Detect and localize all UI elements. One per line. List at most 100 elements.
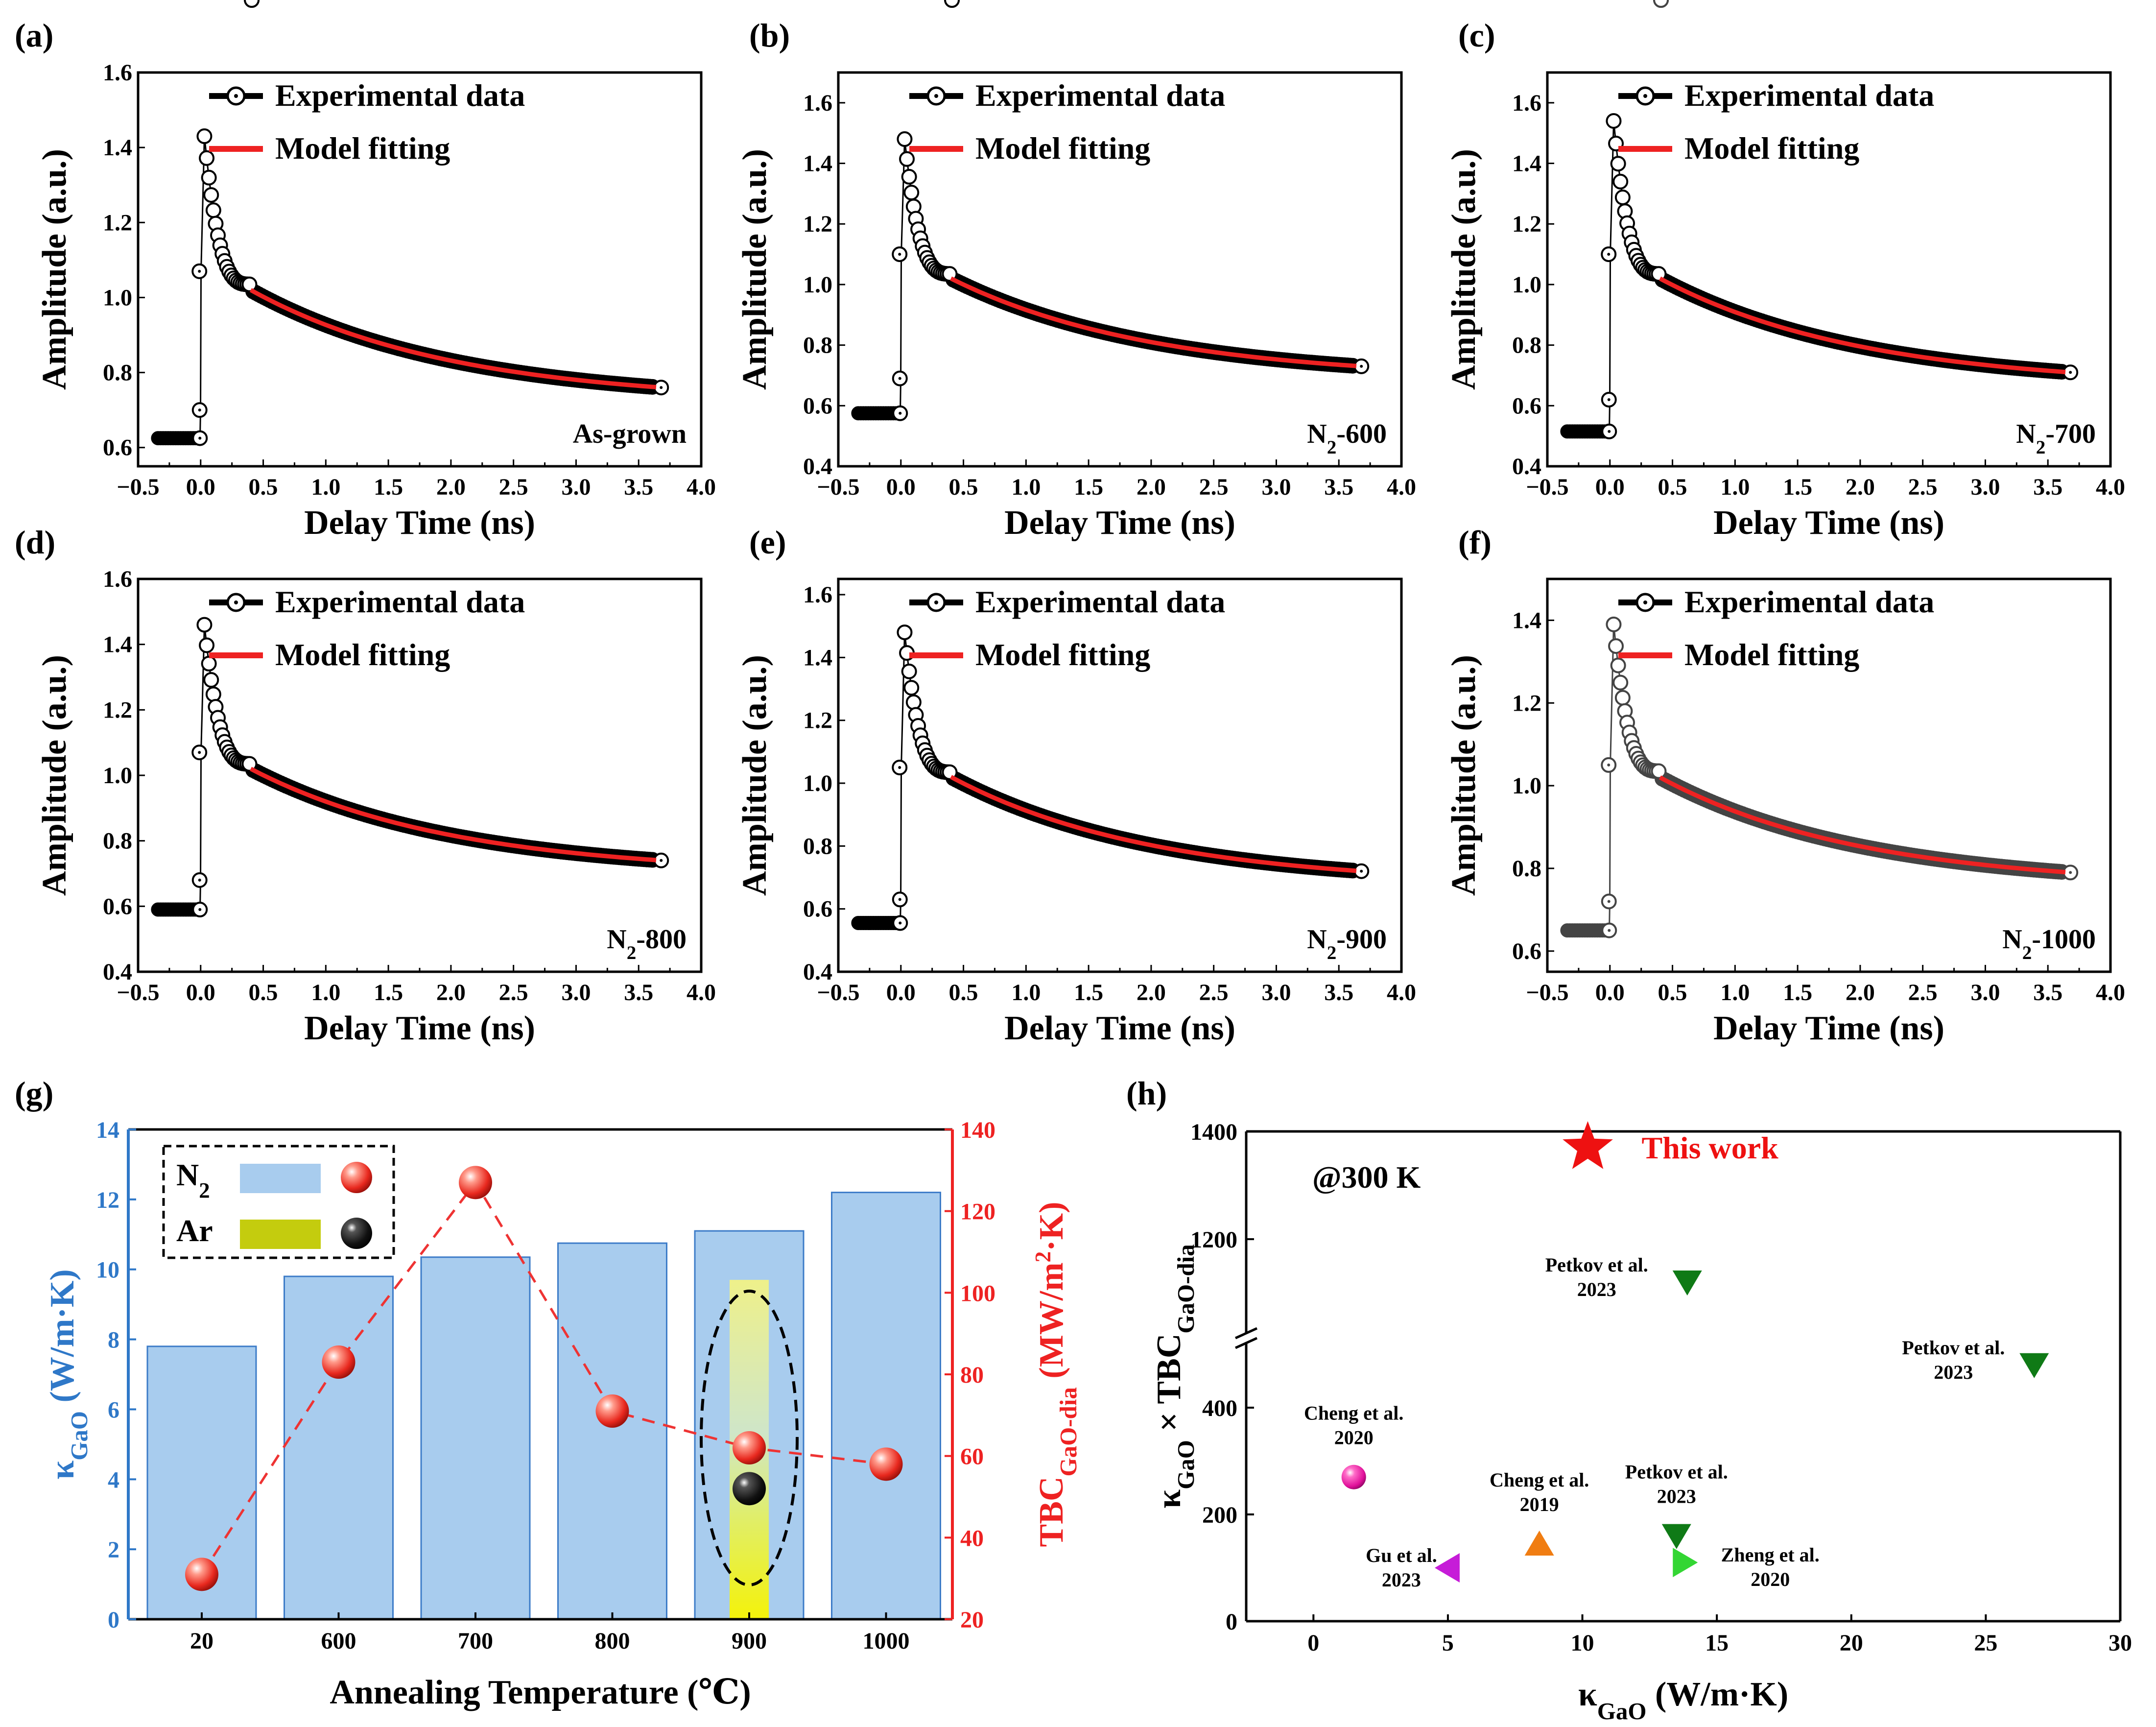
y-tick-label: 0	[1226, 1609, 1237, 1635]
label-part: N	[607, 924, 626, 955]
reference-year: 2019	[1520, 1493, 1559, 1515]
y-tick-label: 1.0	[803, 770, 832, 796]
y-tick-label: 0.6	[1512, 938, 1541, 964]
data-point-dot	[198, 408, 201, 412]
label-part: 2	[199, 1178, 210, 1202]
x-tick-label: 1.5	[374, 980, 403, 1006]
y-tick-label: 0.4	[803, 959, 832, 985]
bar-n2-800	[557, 1242, 667, 1620]
label-part: 2	[627, 942, 637, 963]
y-axis-label: κGaO × TBCGaO-dia	[1150, 1244, 1199, 1509]
x-axis-label: κGaO (W/m·K)	[1578, 1676, 1788, 1725]
reference-year: 2023	[1577, 1278, 1616, 1300]
temperature-note: @300 K	[1312, 1160, 1421, 1195]
data-point-dot	[898, 253, 901, 256]
x-axis-label: Delay Time (ns)	[1004, 504, 1235, 542]
reference-year: 2023	[1934, 1361, 1973, 1383]
label-part: GaO-dia	[1055, 1387, 1082, 1476]
reference-name: Petkov et al.	[1902, 1337, 2005, 1359]
label-part: 2	[1030, 1251, 1055, 1263]
data-point	[241, 756, 258, 772]
y-tick-label: 0.6	[103, 893, 132, 919]
x-tick-label: −0.5	[117, 980, 159, 1006]
reference-year: 2023	[1657, 1486, 1696, 1508]
x-tick-label: 0.5	[1658, 980, 1687, 1006]
x-tick-label: 2.5	[1199, 474, 1229, 500]
y-tick-label: 0.8	[1512, 856, 1541, 882]
legend-fit-label: Model fitting	[275, 131, 450, 166]
plot-frame	[1546, 577, 2112, 973]
data-point	[1608, 638, 1624, 654]
label-part: GaO	[66, 1411, 93, 1461]
y-tick-label: 0.6	[103, 435, 132, 461]
x-tick-label: 1.5	[1074, 474, 1103, 500]
legend-experimental-label: Experimental data	[275, 78, 525, 113]
label-part: -700	[2045, 419, 2096, 449]
x-axis-label: Delay Time (ns)	[1004, 1009, 1235, 1047]
x-tick-label: −0.5	[1526, 474, 1568, 500]
label-part: κ	[44, 1461, 81, 1480]
y-tick-label: 1.0	[103, 763, 132, 789]
data-point	[1653, 0, 1669, 8]
y-right-axis-label: TBCGaO-dia (MW/m2·K)	[1030, 1202, 1082, 1547]
bar-n2-700	[420, 1256, 531, 1620]
data-point	[901, 663, 917, 679]
label-part: GaO	[1172, 1440, 1199, 1489]
label-part: GaO-dia	[1172, 1244, 1199, 1333]
label-part: κ	[1150, 1489, 1188, 1509]
x-tick-label: 2.5	[1908, 980, 1938, 1006]
decay-panel: (a) −0.5 0.0 0.5 1.0 1.5 2.0 2.5 3.0 3.5 4.0 0.6 0.8…	[15, 0, 716, 542]
data-point	[1606, 616, 1622, 632]
x-tick-label: 30	[2109, 1630, 2132, 1656]
data-point	[899, 151, 915, 167]
data-point	[1612, 674, 1629, 691]
panel-label: (f)	[1458, 524, 1492, 561]
bar-n2-1000	[831, 1192, 941, 1620]
marker-triangle-left	[1434, 1553, 1460, 1583]
data-point-dot	[2069, 371, 2072, 374]
x-tick-label: 3.5	[2033, 980, 2062, 1006]
x-tick-label: 800	[595, 1628, 630, 1654]
data-point	[203, 672, 219, 688]
x-tick-label: 2.5	[499, 474, 528, 500]
y-tick-label: 0.8	[103, 360, 132, 386]
y-axis-label: Amplitude (a.u.)	[1445, 655, 1483, 896]
legend-experimental-label: Experimental data	[975, 584, 1225, 619]
x-tick-label: 4.0	[687, 474, 716, 500]
reference-name: Gu et al.	[1366, 1544, 1437, 1566]
data-point	[1614, 190, 1631, 206]
label-part: -800	[636, 924, 687, 955]
x-tick-label: 1.0	[1011, 980, 1041, 1006]
data-point	[901, 168, 917, 185]
y-axis-label: Amplitude (a.u.)	[1445, 149, 1483, 390]
y-tick-label: 1.4	[103, 632, 132, 658]
y-tick-label: 1.2	[1512, 690, 1541, 716]
data-point-dot	[198, 751, 201, 754]
x-tick-label: 2.0	[436, 980, 466, 1006]
data-point	[201, 655, 217, 672]
y-right-tick-label: 20	[960, 1607, 984, 1633]
y-tick-label: 1.6	[803, 582, 832, 608]
y-left-tick-label: 8	[108, 1327, 119, 1353]
x-tick-label: 3.5	[624, 474, 653, 500]
panel-label: (d)	[15, 524, 55, 561]
bar-n2-600	[284, 1275, 394, 1620]
y-left-tick-label: 14	[96, 1117, 119, 1143]
x-tick-label: −0.5	[1526, 980, 1568, 1006]
x-tick-label: 5	[1442, 1630, 1454, 1656]
label-part: TBC	[1033, 1476, 1070, 1547]
model-fitting-curve	[1658, 775, 2066, 875]
this-work-label: This work	[1642, 1130, 1779, 1165]
x-tick-label: 0.0	[186, 980, 215, 1006]
legend-experimental-dot	[1643, 94, 1647, 98]
legend-experimental-label: Experimental data	[1684, 584, 1934, 619]
x-tick-label: 1.5	[1783, 980, 1812, 1006]
legend-n2-label: N2	[176, 1157, 210, 1202]
label-part: N	[1307, 924, 1327, 955]
y-left-tick-label: 12	[96, 1187, 119, 1213]
x-tick-label: 3.0	[1261, 980, 1291, 1006]
x-axis-label: Delay Time (ns)	[1713, 1009, 1944, 1047]
legend-fit-label: Model fitting	[1684, 637, 1859, 672]
label-part: 2	[2036, 437, 2046, 458]
sample-label: N2-700	[2016, 419, 2096, 458]
